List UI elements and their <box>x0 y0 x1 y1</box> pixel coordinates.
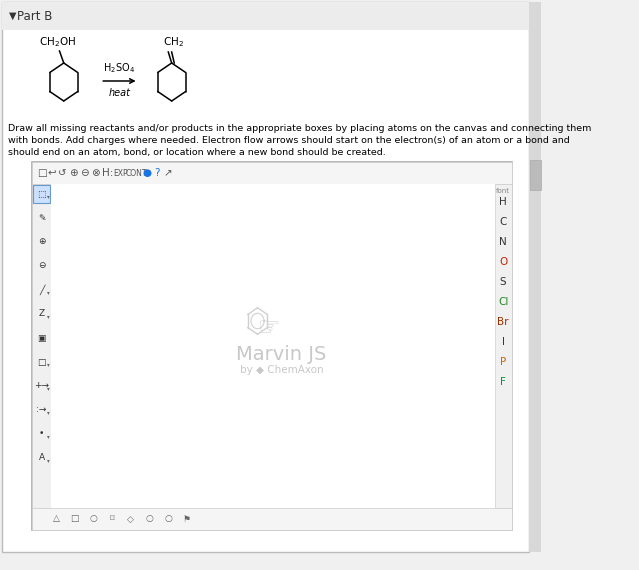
Text: ▾: ▾ <box>47 458 50 463</box>
Text: ?: ? <box>154 168 159 178</box>
Text: S: S <box>500 277 507 287</box>
Text: ○: ○ <box>164 515 173 523</box>
Text: Z: Z <box>38 310 45 319</box>
Text: ↩: ↩ <box>47 168 56 178</box>
Text: :→: :→ <box>36 405 47 414</box>
Text: CH$_2$OH: CH$_2$OH <box>40 35 76 49</box>
Text: •: • <box>39 430 44 438</box>
Text: ✎: ✎ <box>38 214 45 222</box>
Text: ▾: ▾ <box>47 315 50 320</box>
Text: by ◆ ChemAxon: by ◆ ChemAxon <box>240 365 323 375</box>
Text: ▾: ▾ <box>47 194 50 199</box>
Bar <box>51 184 495 508</box>
Bar <box>33 184 51 508</box>
Text: Marvin JS: Marvin JS <box>236 344 327 364</box>
Text: ▼: ▼ <box>8 11 16 21</box>
Text: □: □ <box>38 357 46 367</box>
Text: ○: ○ <box>89 515 97 523</box>
Text: heat: heat <box>109 88 130 98</box>
Text: ●: ● <box>142 168 152 178</box>
Text: ⊖: ⊖ <box>38 262 45 271</box>
Bar <box>33 508 512 530</box>
Bar <box>528 2 541 552</box>
Text: ▾: ▾ <box>47 386 50 392</box>
Text: □: □ <box>70 515 79 523</box>
Bar <box>2 2 528 30</box>
Text: ▣: ▣ <box>38 333 46 343</box>
Text: ⊖: ⊖ <box>80 168 89 178</box>
Text: ○: ○ <box>146 515 153 523</box>
Text: ▾: ▾ <box>47 410 50 416</box>
FancyBboxPatch shape <box>2 2 528 552</box>
Text: ☞: ☞ <box>258 316 280 340</box>
Text: ⌑: ⌑ <box>110 515 114 523</box>
Text: ↗: ↗ <box>164 168 173 178</box>
Text: ▾: ▾ <box>47 363 50 368</box>
Text: P: P <box>500 357 506 367</box>
Text: ⚑: ⚑ <box>183 515 191 523</box>
Text: H: H <box>499 197 507 207</box>
Text: △: △ <box>52 515 59 523</box>
Text: EXP: EXP <box>113 169 128 177</box>
Text: I: I <box>502 337 505 347</box>
Text: CH$_2$: CH$_2$ <box>163 35 184 49</box>
Text: should end on an atom, bond, or location where a new bond should be created.: should end on an atom, bond, or location… <box>8 148 386 157</box>
Text: A: A <box>38 454 45 462</box>
Text: □: □ <box>38 168 47 178</box>
Bar <box>33 162 512 184</box>
Text: ⊕: ⊕ <box>38 238 45 246</box>
FancyBboxPatch shape <box>33 162 512 530</box>
Text: ⊗: ⊗ <box>91 168 100 178</box>
Text: F: F <box>500 377 506 387</box>
Bar <box>530 160 541 190</box>
Text: ▾: ▾ <box>47 291 50 295</box>
Text: ▾: ▾ <box>47 434 50 439</box>
Text: ╱: ╱ <box>39 285 44 295</box>
Text: ◇: ◇ <box>127 515 134 523</box>
Text: N: N <box>499 237 507 247</box>
Text: +→: +→ <box>34 381 49 390</box>
Text: Br: Br <box>497 317 509 327</box>
Text: H:: H: <box>102 168 113 178</box>
Text: Draw all missing reactants and/or products in the appropriate boxes by placing a: Draw all missing reactants and/or produc… <box>8 124 592 133</box>
Bar <box>33 185 50 203</box>
Text: ⊕: ⊕ <box>69 168 77 178</box>
Text: font: font <box>496 188 510 194</box>
Text: Cl: Cl <box>498 297 509 307</box>
Text: ⬚: ⬚ <box>38 189 46 198</box>
Text: C: C <box>500 217 507 227</box>
Bar <box>495 184 512 508</box>
Text: H$_2$SO$_4$: H$_2$SO$_4$ <box>104 61 135 75</box>
Text: Part B: Part B <box>17 10 52 22</box>
Text: ↺: ↺ <box>58 168 66 178</box>
Text: CONT: CONT <box>126 169 147 177</box>
Text: with bonds. Add charges where needed. Electron flow arrows should start on the e: with bonds. Add charges where needed. El… <box>8 136 570 145</box>
Text: O: O <box>499 257 507 267</box>
